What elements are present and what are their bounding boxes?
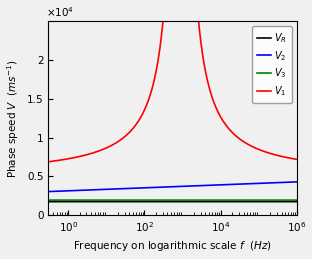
$V_R$ bbox=[95, 200, 99, 203]
$V_2$ bbox=[57, 190, 61, 193]
$V_R$ bbox=[48, 200, 51, 203]
X-axis label: Frequency on logarithmic scale $f$  $(Hz)$: Frequency on logarithmic scale $f$ $(Hz)… bbox=[73, 239, 272, 254]
$V_R$ bbox=[168, 200, 172, 203]
$V_2$ bbox=[61, 189, 65, 192]
$V_1$ bbox=[282, 155, 285, 159]
Legend: $V_R$, $V_2$, $V_3$, $V_1$: $V_R$, $V_2$, $V_3$, $V_1$ bbox=[252, 26, 292, 103]
$V_3$ bbox=[295, 199, 299, 202]
$V_R$ bbox=[282, 200, 285, 203]
$V_R$ bbox=[295, 200, 299, 203]
$V_R$ bbox=[46, 200, 50, 203]
$V_3$ bbox=[168, 199, 172, 202]
Y-axis label: Phase speed $V$  $(ms^{-1})$: Phase speed $V$ $(ms^{-1})$ bbox=[6, 59, 21, 178]
$V_1$ bbox=[46, 160, 50, 163]
$V_3$ bbox=[57, 199, 61, 202]
$V_3$ bbox=[46, 199, 50, 202]
$V_3$ bbox=[95, 199, 99, 202]
$V_2$ bbox=[282, 181, 285, 184]
$V_2$ bbox=[46, 190, 50, 193]
Line: $V_1$: $V_1$ bbox=[48, 0, 297, 162]
$V_1$ bbox=[95, 150, 99, 153]
$V_2$ bbox=[95, 188, 99, 191]
$V_1$ bbox=[48, 160, 51, 163]
$V_1$ bbox=[295, 158, 299, 161]
$V_2$ bbox=[48, 190, 51, 193]
$V_R$ bbox=[57, 200, 61, 203]
$V_3$ bbox=[61, 199, 65, 202]
$V_R$ bbox=[61, 200, 65, 203]
$V_2$ bbox=[168, 185, 172, 188]
Text: $\times 10^4$: $\times 10^4$ bbox=[46, 6, 74, 19]
Line: $V_2$: $V_2$ bbox=[48, 182, 297, 192]
$V_1$ bbox=[57, 159, 61, 162]
$V_1$ bbox=[61, 158, 65, 161]
$V_3$ bbox=[282, 199, 285, 202]
$V_2$ bbox=[295, 180, 299, 183]
$V_3$ bbox=[48, 199, 51, 202]
